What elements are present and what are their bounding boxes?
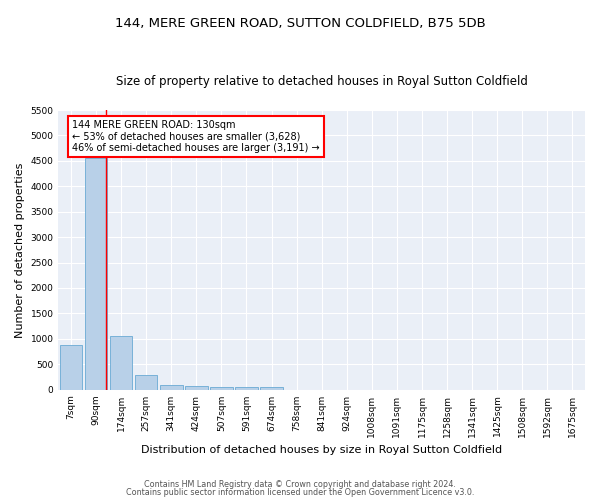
Bar [110,336,133,390]
Text: 144 MERE GREEN ROAD: 130sqm
← 53% of detached houses are smaller (3,628)
46% of : 144 MERE GREEN ROAD: 130sqm ← 53% of det… [72,120,320,154]
Title: Size of property relative to detached houses in Royal Sutton Coldfield: Size of property relative to detached ho… [116,75,527,88]
Bar [160,386,182,390]
Text: Contains HM Land Registry data © Crown copyright and database right 2024.: Contains HM Land Registry data © Crown c… [144,480,456,489]
Bar [135,375,157,390]
Bar [85,158,107,390]
Bar [235,387,258,390]
Text: Contains public sector information licensed under the Open Government Licence v3: Contains public sector information licen… [126,488,474,497]
Bar [59,345,82,390]
Bar [185,386,208,390]
Y-axis label: Number of detached properties: Number of detached properties [15,162,25,338]
Bar [210,386,233,390]
Text: 144, MERE GREEN ROAD, SUTTON COLDFIELD, B75 5DB: 144, MERE GREEN ROAD, SUTTON COLDFIELD, … [115,18,485,30]
X-axis label: Distribution of detached houses by size in Royal Sutton Coldfield: Distribution of detached houses by size … [141,445,502,455]
Bar [260,388,283,390]
